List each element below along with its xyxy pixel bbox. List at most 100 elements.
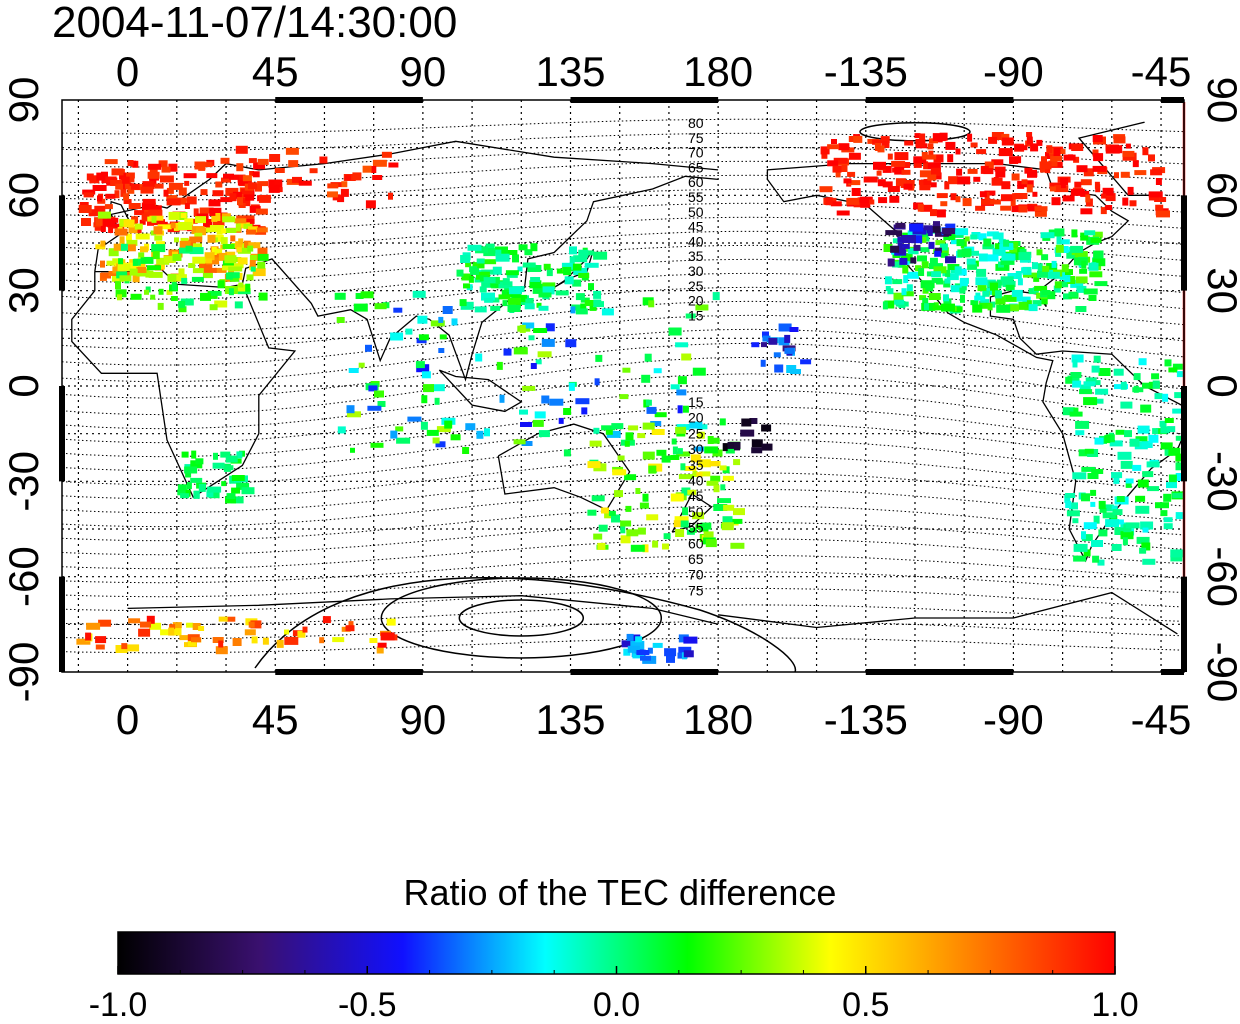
tec-cell <box>479 286 487 293</box>
tec-cell <box>439 334 447 340</box>
tec-cell <box>593 290 602 299</box>
tec-cell <box>995 243 1000 250</box>
tec-cell <box>920 280 935 289</box>
tec-cell <box>277 187 283 193</box>
tec-cell <box>951 232 964 238</box>
tec-cell <box>896 230 903 237</box>
contour-label-south: 30 <box>688 441 704 457</box>
tec-cell <box>485 243 495 250</box>
tec-cell <box>1018 301 1031 310</box>
tec-cell <box>225 272 233 280</box>
tec-cell <box>1102 187 1114 196</box>
contour-label-north: 70 <box>688 145 704 161</box>
tec-cell <box>1125 479 1132 488</box>
tec-cell <box>465 423 476 431</box>
tec-cell <box>257 253 269 261</box>
tec-cell <box>926 271 933 277</box>
tec-cell <box>970 234 978 240</box>
tec-cell <box>1175 435 1184 441</box>
tec-cell <box>921 261 929 269</box>
tec-cell <box>525 298 532 304</box>
tec-cell <box>882 181 893 188</box>
tec-cell <box>1094 181 1100 189</box>
tec-cell <box>1090 237 1102 243</box>
tec-cell <box>885 230 898 236</box>
tec-cell <box>935 240 946 246</box>
tec-cell <box>166 195 178 201</box>
tec-cell <box>100 240 106 247</box>
tec-cell <box>1172 493 1184 498</box>
tec-cell <box>1063 293 1072 300</box>
tec-cell <box>125 233 132 241</box>
lon-tick-label-bottom: -90 <box>983 696 1044 743</box>
tec-cell <box>463 283 470 289</box>
tec-cell <box>180 493 190 499</box>
tec-cell <box>642 451 655 460</box>
tec-cell <box>1081 466 1096 472</box>
tec-cell <box>346 405 355 414</box>
tec-cell <box>1163 493 1172 502</box>
tec-cell <box>751 439 763 448</box>
tec-cell <box>1090 489 1097 496</box>
tec-cell <box>465 262 472 268</box>
tec-cell <box>151 244 166 253</box>
tec-cell <box>102 176 117 183</box>
tec-cell <box>987 254 999 262</box>
tec-cell <box>524 249 533 256</box>
tec-cell <box>995 171 1006 178</box>
tec-cell <box>656 449 667 456</box>
tec-cell <box>1075 276 1088 284</box>
tec-cell <box>255 183 262 192</box>
tec-cell <box>1151 373 1160 380</box>
tec-cell <box>170 296 178 301</box>
tec-cell <box>878 197 888 204</box>
lat-tick-label-right: 30 <box>1199 267 1240 314</box>
tec-cell <box>451 318 458 326</box>
tec-cell <box>495 249 502 256</box>
tec-cell <box>761 424 772 432</box>
tec-cell <box>502 278 510 286</box>
dip-contours <box>62 118 1184 672</box>
tec-cell <box>978 233 987 241</box>
tec-cell <box>169 624 176 630</box>
tec-cell <box>1095 388 1109 395</box>
tec-cell <box>512 254 519 263</box>
tec-cell <box>484 259 497 265</box>
dip-contour <box>62 188 1184 218</box>
tec-cell <box>432 437 440 444</box>
tec-cell <box>1160 442 1173 450</box>
tec-cell <box>519 409 528 415</box>
tec-cell <box>380 632 395 641</box>
tec-cell <box>1002 281 1016 287</box>
tec-cell <box>988 136 998 144</box>
tec-cell <box>1117 451 1132 460</box>
tec-cell <box>95 217 108 226</box>
tec-cell <box>538 430 550 438</box>
tec-cell <box>647 647 653 654</box>
tec-cell <box>256 227 268 233</box>
tec-cell <box>573 255 588 263</box>
tec-cell <box>1023 272 1037 278</box>
tec-cell <box>475 353 483 362</box>
tec-cell <box>237 284 251 292</box>
tec-cell <box>154 183 164 189</box>
tec-cell <box>800 359 812 365</box>
tec-cell <box>215 213 221 221</box>
tec-cell <box>147 220 154 226</box>
lat-tick-label-right: 90 <box>1199 77 1240 124</box>
tec-cell <box>683 636 698 644</box>
tec-cell <box>214 248 223 254</box>
tec-cell <box>207 486 222 493</box>
tec-cell <box>614 490 623 498</box>
tec-cell <box>229 274 239 282</box>
tec-cell <box>976 149 987 155</box>
tec-cell <box>1000 205 1012 211</box>
tec-cell <box>257 181 269 187</box>
dip-contour <box>62 258 1184 300</box>
contour-label-north: 20 <box>688 293 704 309</box>
tec-cell <box>546 268 553 277</box>
tec-cell <box>1037 270 1048 278</box>
tec-cell <box>415 361 425 369</box>
tec-cell <box>1041 254 1049 261</box>
